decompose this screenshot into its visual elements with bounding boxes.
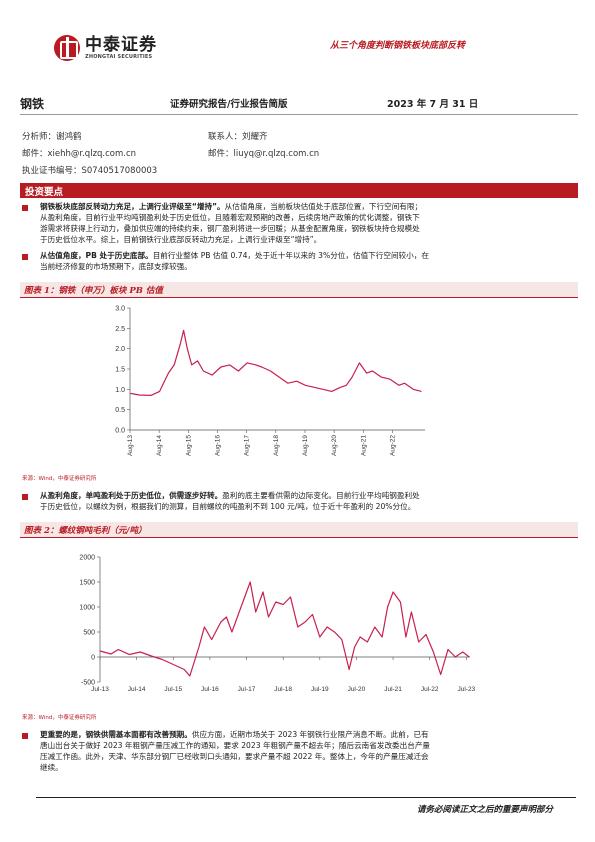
x-tick-label: Jul-15 [164,686,182,693]
pb-valuation-chart: 0.0 0.5 1.0 1.5 2.0 2.5 3.0 Aug-13 Aug-14 Aug-15 A… [115,306,425,456]
x-tick-label: Jul-14 [128,686,146,693]
logo-mark-icon [54,35,80,61]
p2-line2: 当前经济修复的市场预期下，底部支撑较强。 [40,262,192,271]
x-tick-label: Jul-13 [91,686,109,693]
figure-2-source: 来源：Wind，中泰证券研究所 [22,715,97,721]
report-type: 证券研究报告/行业报告简版 [170,99,288,110]
x-tick-label: Aug-14 [156,435,163,456]
analyst-name: 分析师：谢鸿鹤 [22,132,82,142]
figure-1-source: 来源：Wind，中泰证券研究所 [22,476,97,482]
p3-line1: 盈利的底主要看供需的边际变化。目前行业平均吨钢盈利处 [222,491,420,500]
y-tick-label: 0 [91,655,95,662]
y-tick-label: 500 [83,630,95,637]
header-divider [20,114,578,115]
rebar-margin-chart: -500 0 500 1000 1500 2000 Jul-13 Jul-14 Jul-15 Ju… [79,555,475,694]
x-tick-label: Jul-23 [457,686,475,693]
x-tick-label: Aug-22 [389,435,396,456]
p1-bold: 钢铁板块底部反转动力充足，上调行业评级至“增持”。 [40,202,225,211]
x-tick-label: Jul-19 [311,686,329,693]
series-line [130,329,422,397]
y-tick-label: 0.0 [115,428,125,435]
bullet-icon [22,494,28,500]
p3-line2: 于历史低位，以螺纹为例，根据我们的测算，目前螺纹的吨盈利不到 100 元/吨，位… [40,502,416,511]
report-header-title: 从三个角度判断钢铁板块底部反转 [329,41,465,51]
y-tick-label: 1500 [79,580,95,587]
paragraph-4: 更重要的是，钢铁供需基本面都有改善预期。供应方面，近期市场关于 2023 年钢铁… [40,729,570,773]
company-logo: 中泰证券 ZHONGTAI SECURITIES [54,35,157,61]
p1-line1: 从估值角度，当前板块估值处于底部位置，下行空间有限； [224,202,423,211]
y-tick-label: 1.0 [115,387,125,394]
contact-name: 联系人：刘耀齐 [208,132,268,142]
x-tick-label: Aug-13 [127,435,134,456]
license-number: 执业证书编号：S0740517080003 [22,166,158,176]
bullet-icon [22,205,28,211]
y-tick-label: 2000 [79,555,95,562]
p3-bold: 从盈利角度，单吨盈利处于历史低位，供需逐步好转。 [40,491,223,500]
x-tick-label: Aug-19 [302,435,309,456]
paragraph-2: 从估值角度，PB 处于历史底部。目前行业整体 PB 估值 0.74，处于近十年以… [40,250,570,272]
p2-bold: 从估值角度，PB 处于历史底部。 [40,251,153,260]
x-tick-label: Jul-21 [384,686,402,693]
paragraph-1: 钢铁板块底部反转动力充足，上调行业评级至“增持”。从估值角度，当前板块估值处于底… [40,201,570,245]
figure-2-title-bar: 图表 2：螺纹钢吨毛利（元/吨） [20,522,578,538]
section-title: 投资要点 [25,187,64,198]
y-tick-label: 0.5 [115,407,125,414]
x-tick-label: Aug-17 [244,435,251,456]
x-tick-label: Aug-16 [214,435,221,456]
p1-line3: 游需求将获得上行动力，叠加供应端的持续约束，钢厂盈利将进一步回暖；从基金配置角度… [40,224,420,233]
analyst-email: 邮件：xiehh@r.qlzq.com.cn [22,149,137,159]
x-tick-label: Aug-20 [331,435,338,456]
p1-line4: 于历史低位水平。综上，目前钢铁行业底部反转动力充足，上调行业评级至“增持”。 [40,235,322,244]
p4-line4: 继续。 [40,763,63,772]
x-tick-label: Aug-15 [185,435,192,456]
p2-line1: 目前行业整体 PB 估值 0.74，处于近十年以来的 3%分位，估值下行空间较小… [152,251,429,260]
bullet-icon [22,733,28,739]
p4-bold: 更重要的是，钢铁供需基本面都有改善预期。 [40,730,192,739]
series-line [99,581,470,677]
y-tick-label: 2.5 [115,326,125,333]
figure-2-title: 图表 2：螺纹钢吨毛利（元/吨） [24,526,147,536]
figure-1-title: 图表 1：钢铁（申万）板块 PB 估值 [24,286,163,296]
figure-1-title-bar: 图表 1：钢铁（申万）板块 PB 估值 [20,282,578,298]
x-tick-label: Jul-16 [201,686,219,693]
p4-line2: 唐山出台关于做好 2023 年粗钢产量压减工作的通知，要求 2023 年粗钢产量… [40,741,431,750]
logo-name-en: ZHONGTAI SECURITIES [85,54,153,60]
x-tick-label: Jul-18 [274,686,292,693]
p1-line2: 从盈利角度，目前行业平均吨钢盈利处于历史低位，且随着宏观预期的改善，后续房地产政… [40,213,420,222]
paragraph-3: 从盈利角度，单吨盈利处于历史低位，供需逐步好转。盈利的底主要看供需的边际变化。目… [40,490,570,512]
sector-name: 钢铁 [20,97,45,111]
x-tick-label: Jul-20 [348,686,366,693]
section-header: 投资要点 [20,183,578,198]
y-tick-label: 1.5 [115,367,125,374]
footer-divider [36,797,576,798]
y-tick-label: 1000 [79,605,95,612]
x-tick-label: Aug-21 [360,435,367,456]
footer-disclaimer: 请务必阅读正文之后的重要声明部分 [416,805,553,815]
y-tick-label: -500 [81,680,95,687]
x-tick-label: Jul-17 [238,686,256,693]
p4-line1: 供应方面，近期市场关于 2023 年钢铁行业限产消息不断。此前，已有 [191,730,429,739]
bullet-icon [22,254,28,260]
contact-email: 邮件：liuyq@r.qlzq.com.cn [208,149,320,159]
report-date: 2023 年 7 月 31 日 [387,99,479,110]
y-tick-label: 3.0 [115,306,125,313]
logo-name-cn: 中泰证券 [85,35,157,55]
p4-line3: 压减工作函。此外，天津、华东部分钢厂已经收到口头通知，要求产量不超 2022 年… [40,752,429,761]
x-tick-label: Aug-18 [273,435,280,456]
y-tick-label: 2.0 [115,346,125,353]
x-tick-label: Jul-22 [421,686,439,693]
